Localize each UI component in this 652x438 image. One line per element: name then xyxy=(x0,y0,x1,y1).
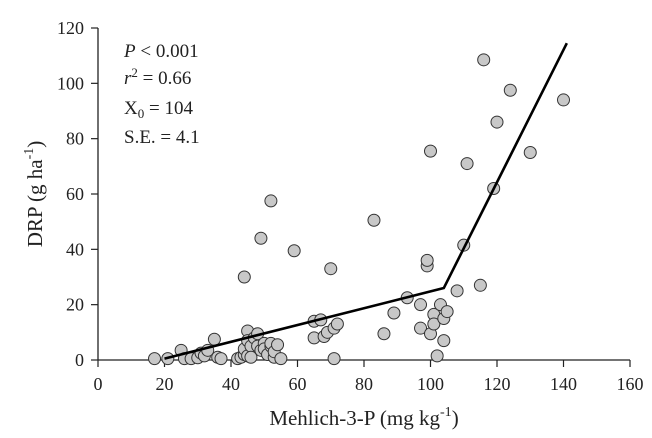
x-tick-label: 80 xyxy=(355,374,373,394)
y-ticks: 0 20 40 60 80 100 120 xyxy=(57,18,98,370)
data-point xyxy=(450,284,464,298)
data-point xyxy=(437,334,451,348)
x-axis-title: Mehlich-3-P (mg kg-1) xyxy=(269,405,458,430)
data-point xyxy=(324,262,338,276)
y-tick-label: 100 xyxy=(57,73,84,93)
data-point xyxy=(237,270,251,284)
data-point xyxy=(557,93,570,107)
y-tick-label: 60 xyxy=(66,184,84,204)
data-point xyxy=(148,352,162,366)
data-point xyxy=(523,146,537,159)
data-point xyxy=(440,305,454,319)
data-point xyxy=(414,321,428,335)
data-point xyxy=(214,352,228,366)
data-point xyxy=(207,332,221,346)
x-tick-label: 60 xyxy=(289,374,307,394)
x-tick-label: 0 xyxy=(94,374,103,394)
data-points xyxy=(148,53,570,366)
fit-line xyxy=(164,42,568,360)
data-point xyxy=(430,349,444,363)
data-point xyxy=(330,317,344,331)
y-tick-label: 20 xyxy=(66,295,84,315)
x-tick-label: 100 xyxy=(417,374,444,394)
y-tick-label: 80 xyxy=(66,129,84,149)
annotations: P < 0.001 r2 = 0.66 X0 = 104 S.E. = 4.1 xyxy=(123,41,200,148)
data-point xyxy=(414,298,428,312)
x-ticks: 0 20 40 60 80 100 120 140 160 xyxy=(94,360,644,394)
data-point xyxy=(287,244,301,258)
data-point xyxy=(424,144,437,158)
data-point xyxy=(377,327,391,341)
data-point xyxy=(477,53,491,67)
data-point xyxy=(274,352,288,366)
data-point xyxy=(387,306,401,320)
data-point xyxy=(254,231,268,245)
annotation-se: S.E. = 4.1 xyxy=(124,127,200,148)
y-axis-title: DRP (g ha-1) xyxy=(22,141,47,248)
annotation-x0: X0 = 104 xyxy=(124,98,193,121)
data-point xyxy=(420,253,434,267)
x-tick-label: 20 xyxy=(156,374,174,394)
data-point xyxy=(244,350,258,364)
annotation-r-squared: r2 = 0.66 xyxy=(124,65,191,89)
data-point xyxy=(427,317,441,331)
y-tick-label: 40 xyxy=(66,239,84,259)
data-point xyxy=(460,157,474,171)
data-point xyxy=(264,194,278,208)
data-point xyxy=(327,352,341,366)
x-tick-label: 160 xyxy=(617,374,644,394)
annotation-p-value: P < 0.001 xyxy=(123,41,199,62)
data-point xyxy=(473,278,487,292)
x-tick-label: 40 xyxy=(222,374,240,394)
y-tick-label: 120 xyxy=(57,18,84,38)
data-point xyxy=(271,338,285,352)
x-tick-label: 120 xyxy=(484,374,511,394)
x-tick-label: 140 xyxy=(550,374,577,394)
data-point xyxy=(490,115,504,129)
data-point xyxy=(503,83,517,97)
data-point xyxy=(367,213,381,227)
y-tick-label: 0 xyxy=(75,350,84,370)
